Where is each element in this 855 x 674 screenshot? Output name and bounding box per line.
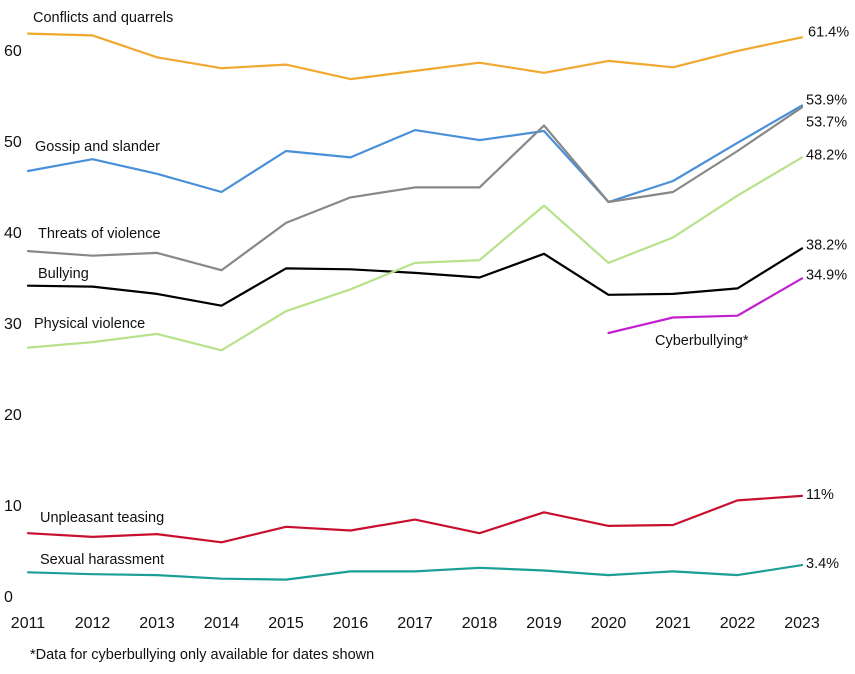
end-label-cyberbullying: 34.9% bbox=[806, 267, 847, 283]
end-label-sexual-harassment: 3.4% bbox=[806, 556, 839, 572]
series-label-cyberbullying: Cyberbullying* bbox=[655, 333, 749, 349]
y-tick-label-10: 10 bbox=[4, 498, 22, 515]
x-tick-label-2016: 2016 bbox=[333, 615, 369, 632]
end-label-threats-of-violence: 53.7% bbox=[806, 114, 847, 130]
x-tick-label-2013: 2013 bbox=[139, 615, 175, 632]
series-label-physical-violence: Physical violence bbox=[34, 316, 145, 332]
x-tick-label-2017: 2017 bbox=[397, 615, 433, 632]
series-line-threats-of-violence bbox=[26, 106, 804, 272]
y-tick-label-40: 40 bbox=[4, 225, 22, 242]
series-line-bullying bbox=[26, 247, 804, 307]
series-label-sexual-harassment: Sexual harassment bbox=[40, 552, 164, 568]
end-label-bullying: 38.2% bbox=[806, 237, 847, 253]
y-tick-label-50: 50 bbox=[4, 134, 22, 151]
series-label-unpleasant-teasing: Unpleasant teasing bbox=[40, 510, 164, 526]
series-line-conflicts-and-quarrels bbox=[26, 32, 804, 81]
x-tick-label-2022: 2022 bbox=[720, 615, 756, 632]
x-tick-label-2015: 2015 bbox=[268, 615, 304, 632]
series-label-threats-of-violence: Threats of violence bbox=[38, 226, 161, 242]
series-line-cyberbullying bbox=[607, 277, 804, 335]
series-line-gossip-and-slander bbox=[26, 104, 804, 204]
series-lines bbox=[26, 32, 804, 581]
series-label-conflicts-and-quarrels: Conflicts and quarrels bbox=[33, 10, 173, 26]
series-line-unpleasant-teasing bbox=[26, 494, 804, 544]
series-labels: Conflicts and quarrels Gossip and slander… bbox=[33, 10, 749, 568]
x-tick-label-2023: 2023 bbox=[784, 615, 820, 632]
x-tick-label-2018: 2018 bbox=[462, 615, 498, 632]
series-label-gossip-and-slander: Gossip and slander bbox=[35, 139, 160, 155]
end-label-unpleasant-teasing: 11% bbox=[806, 487, 834, 503]
end-label-physical-violence: 48.2% bbox=[806, 147, 847, 163]
series-line-physical-violence bbox=[26, 156, 804, 352]
y-tick-label-20: 20 bbox=[4, 407, 22, 424]
x-tick-label-2020: 2020 bbox=[591, 615, 627, 632]
y-tick-label-30: 30 bbox=[4, 316, 22, 333]
end-label-gossip-and-slander: 53.9% bbox=[806, 93, 847, 109]
y-tick-label-0: 0 bbox=[4, 589, 13, 606]
series-label-bullying: Bullying bbox=[38, 266, 89, 282]
footnote: *Data for cyberbullying only available f… bbox=[30, 647, 375, 663]
x-tick-label-2012: 2012 bbox=[75, 615, 111, 632]
end-value-labels: 61.4% 53.9% 53.7% 38.2% 48.2% 34.9% 11% 3.4% bbox=[806, 24, 849, 572]
x-tick-label-2021: 2021 bbox=[655, 615, 691, 632]
x-axis-ticks: 2011 2012 2013 2014 2015 2016 2017 2018 2019 2020… bbox=[11, 615, 820, 632]
series-line-sexual-harassment bbox=[26, 564, 804, 581]
end-label-conflicts-and-quarrels: 61.4% bbox=[808, 24, 849, 40]
x-tick-label-2019: 2019 bbox=[526, 615, 562, 632]
x-tick-label-2011: 2011 bbox=[11, 615, 46, 632]
y-axis-ticks: 0 10 20 30 40 50 60 bbox=[4, 43, 22, 606]
x-tick-label-2014: 2014 bbox=[204, 615, 240, 632]
y-tick-label-60: 60 bbox=[4, 43, 22, 60]
